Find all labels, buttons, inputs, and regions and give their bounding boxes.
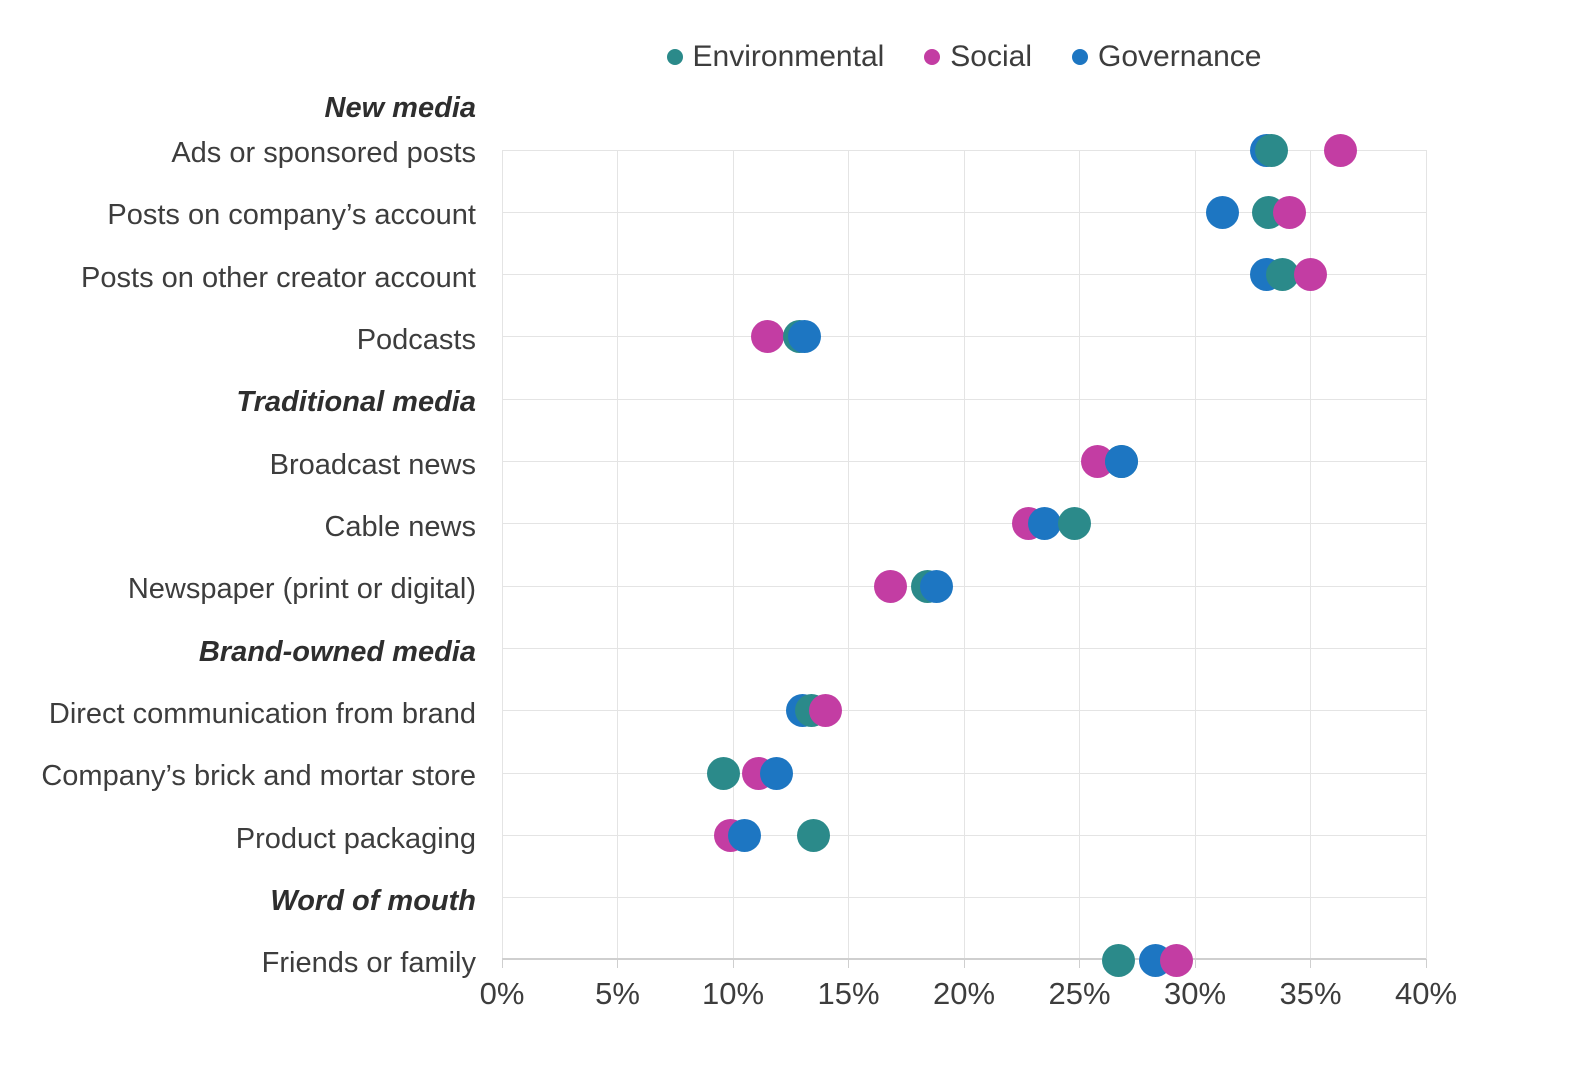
x-axis-tick-label: 40% [1394,976,1458,1011]
category-label: Friends or family [261,947,476,980]
vertical-gridline [848,150,849,959]
axis-tick [963,959,965,968]
horizontal-gridline [502,897,1426,899]
x-axis-tick-label: 20% [932,976,996,1011]
category-label: Newspaper (print or digital) [127,573,476,606]
legend-item-governance: Governance [1072,40,1261,74]
category-label: Ads or sponsored posts [171,137,476,169]
legend-dot-icon [666,49,683,65]
horizontal-gridline [502,336,1426,338]
legend-item-social: Social [924,40,1032,74]
data-dot-environmental [1058,507,1092,541]
x-axis-tick-label: 35% [1279,976,1342,1011]
legend-item-environmental: Environmental [666,40,885,74]
horizontal-gridline [502,398,1426,400]
data-dot-environmental [797,819,831,853]
data-dot-social [873,569,907,603]
group-header-label: Word of mouth [270,884,476,917]
horizontal-gridline [502,710,1426,712]
data-dot-governance [919,569,953,603]
category-label: Product packaging [235,822,476,855]
legend: Environmental Social Governance [502,40,1426,74]
vertical-gridline [1194,150,1196,959]
axis-tick [501,959,503,968]
axis-tick [732,959,734,968]
legend-dot-icon [1072,49,1089,65]
vertical-gridline [732,150,734,959]
x-axis-line [502,958,1426,960]
x-axis-tick-label: 25% [1048,976,1111,1011]
axis-tick [1194,959,1196,968]
data-dot-environmental [1266,258,1300,292]
group-header-label: New media [324,92,477,124]
data-dot-environmental [707,756,741,790]
data-dot-social [808,694,842,728]
data-dot-governance [760,756,794,790]
category-label: Podcasts [356,323,476,356]
axis-tick [1310,959,1311,968]
axis-tick [848,959,849,968]
x-axis-tick-label: 0% [479,976,525,1011]
data-dot-governance [1206,195,1240,229]
horizontal-gridline [502,835,1426,837]
data-dot-governance [728,819,762,853]
horizontal-gridline [502,648,1426,650]
category-label: Cable news [324,510,476,543]
legend-dot-icon [924,49,941,65]
x-axis-tick-label: 10% [701,976,765,1011]
vertical-gridline [963,150,965,959]
category-label: Posts on company’s account [107,199,476,232]
data-dot-governance [1104,445,1138,479]
axis-tick [1425,959,1427,968]
horizontal-gridline [502,211,1426,213]
horizontal-gridline [502,274,1426,276]
horizontal-gridline [502,772,1426,774]
category-label: Broadcast news [269,448,476,481]
category-label: Company’s brick and mortar store [41,760,476,793]
vertical-gridline [1310,150,1311,959]
data-dot-social [751,320,785,354]
legend-label: Environmental [692,40,885,73]
horizontal-gridline [502,523,1426,525]
data-dot-social [1294,258,1327,292]
vertical-gridline [501,150,503,959]
vertical-gridline [1079,150,1080,959]
data-dot-social [1273,195,1307,229]
data-dot-social [1160,943,1194,977]
axis-tick [1079,959,1080,968]
category-label: Posts on other creator account [81,261,476,294]
group-header-label: Brand-owned media [198,635,476,668]
data-dot-governance [1028,507,1062,541]
x-axis-tick-label: 15% [817,976,880,1011]
data-dot-environmental [1254,133,1288,167]
horizontal-gridline [502,585,1426,587]
category-label: Direct communication from brand [48,697,476,730]
legend-label: Social [950,40,1033,73]
data-dot-social [1324,133,1358,167]
vertical-gridline [617,150,618,959]
group-header-label: Traditional media [236,386,476,419]
legend-label: Governance [1098,40,1262,73]
vertical-gridline [1425,150,1427,959]
data-dot-governance [788,320,822,354]
horizontal-gridline [502,149,1426,151]
x-axis-tick-label: 30% [1163,976,1227,1011]
axis-tick [617,959,618,968]
horizontal-gridline [502,461,1426,463]
x-axis-tick-label: 5% [595,976,640,1011]
data-dot-environmental [1102,943,1136,977]
